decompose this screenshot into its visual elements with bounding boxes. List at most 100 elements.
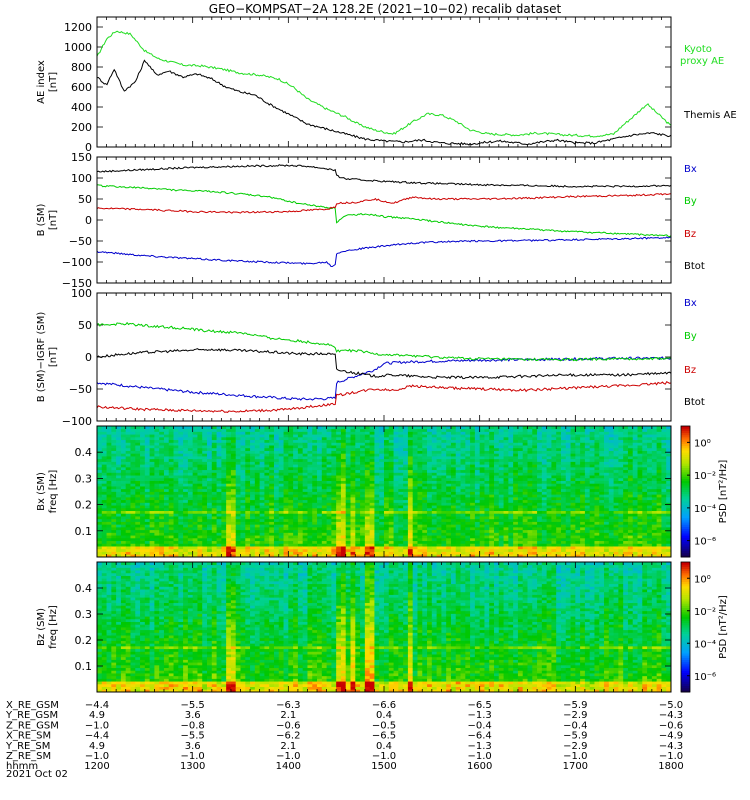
spectrogram-cell <box>360 483 366 487</box>
spectrogram-cell <box>455 436 461 441</box>
spectrogram-cell <box>197 447 203 451</box>
spectrogram-cell <box>388 469 394 473</box>
spectrogram-cell <box>441 551 447 555</box>
spectrogram-cell <box>522 532 528 536</box>
spectrogram-cell <box>264 505 270 509</box>
spectrogram-cell <box>168 496 174 501</box>
spectrogram-cell <box>130 434 136 438</box>
spectrogram-cell <box>197 464 203 468</box>
spectrogram-cell <box>441 546 447 550</box>
spectrogram-cell <box>197 513 203 517</box>
spectrogram-cell <box>120 431 127 435</box>
spectrogram-cell <box>470 464 476 468</box>
spectrogram-cell <box>259 496 265 501</box>
spectrogram-cell <box>427 524 433 528</box>
spectrogram-cell <box>245 445 251 449</box>
spectrogram-cell <box>398 488 404 492</box>
spectrogram-cell <box>417 491 423 495</box>
spectrogram-cell <box>393 526 399 531</box>
spectrogram-cell <box>245 537 251 542</box>
spectrogram-cell <box>264 526 270 531</box>
spectrogram-cell <box>340 472 347 476</box>
spectrogram-cell <box>446 516 452 520</box>
spectrogram-cell <box>479 546 485 550</box>
spectrogram-cell <box>168 491 174 495</box>
spectrogram-cell <box>302 513 308 517</box>
spectrogram-cell <box>168 453 174 457</box>
spectrogram-cell <box>532 483 538 487</box>
spectrogram-cell <box>293 548 299 552</box>
spectrogram-cell <box>101 472 107 476</box>
spectrogram-cell <box>125 540 131 544</box>
spectrogram-cell <box>479 450 485 454</box>
spectrogram-cell <box>326 496 332 501</box>
y-tick-label: 50 <box>78 319 92 332</box>
spectrogram-cell <box>527 439 533 443</box>
spectrogram-cell <box>97 494 103 498</box>
spectrogram-cell <box>503 483 509 487</box>
spectrogram-cell <box>192 464 198 468</box>
spectrogram-cell <box>130 554 136 558</box>
spectrogram-cell <box>130 461 136 465</box>
spectrogram-cell <box>479 458 485 462</box>
spectrogram-cell <box>163 475 170 479</box>
spectrogram-cell <box>259 450 265 454</box>
spectrogram-cell <box>288 518 294 522</box>
spectrogram-cell <box>125 472 131 476</box>
spectrogram-cell <box>350 472 356 476</box>
spectrogram-cell <box>144 477 151 481</box>
spectrogram-cell <box>283 526 289 531</box>
spectrogram-cell <box>422 461 428 465</box>
spectrogram-cell <box>541 458 548 462</box>
spectrogram-cell <box>230 458 237 462</box>
spectrogram-cell <box>273 507 280 512</box>
spectrogram-cell <box>513 548 519 552</box>
spectrogram-cell <box>474 466 481 471</box>
spectrogram-cell <box>326 480 332 484</box>
spectrogram-cell <box>460 505 466 509</box>
spectrogram-cell <box>254 480 261 484</box>
spectrogram-cell <box>470 469 476 473</box>
spectrogram-cell <box>527 505 533 509</box>
spectrogram-cell <box>331 428 337 432</box>
spectrogram-cell <box>216 551 222 555</box>
spectrogram-cell <box>116 507 122 512</box>
spectrogram-cell <box>264 513 270 517</box>
spectrogram-cell <box>283 510 289 514</box>
spectrogram-cell <box>235 469 241 473</box>
spectrogram-cell <box>144 521 151 525</box>
spectrogram-cell <box>384 445 390 449</box>
spectrogram-cell <box>379 431 385 435</box>
spectrogram-cell <box>293 513 299 517</box>
spectrogram-cell <box>431 516 438 520</box>
spectrogram-cell <box>183 499 189 503</box>
spectrogram-cell <box>192 483 198 487</box>
spectrogram-cell <box>312 521 318 525</box>
spectrogram-cell <box>450 439 457 443</box>
spectrogram-cell <box>427 466 433 471</box>
spectrogram-cell <box>522 494 528 498</box>
spectrogram-cell <box>173 548 179 552</box>
spectrogram-cell <box>317 428 323 432</box>
spectrogram-cell <box>259 524 265 528</box>
spectrogram-cell <box>541 486 548 490</box>
spectrogram-cell <box>522 518 528 522</box>
spectrogram-cell <box>183 434 189 438</box>
spectrogram-cell <box>240 456 246 460</box>
spectrogram-cell <box>307 477 313 481</box>
spectrogram-cell <box>384 494 390 498</box>
spectrogram-cell <box>379 475 385 479</box>
spectrogram-cell <box>288 426 294 430</box>
spectrogram-cell <box>120 502 127 506</box>
spectrogram-cell <box>470 494 476 498</box>
spectrogram-cell <box>178 507 184 512</box>
spectrogram-cell <box>120 469 127 473</box>
spectrogram-cell <box>398 516 404 520</box>
spectrogram-cell <box>508 434 514 438</box>
spectrogram-cell <box>546 540 552 544</box>
spectrogram-cell <box>360 513 366 517</box>
spectrogram-cell <box>379 546 385 550</box>
spectrogram-cell <box>221 505 227 509</box>
spectrogram-cell <box>240 477 246 481</box>
spectrogram-cell <box>345 529 351 533</box>
